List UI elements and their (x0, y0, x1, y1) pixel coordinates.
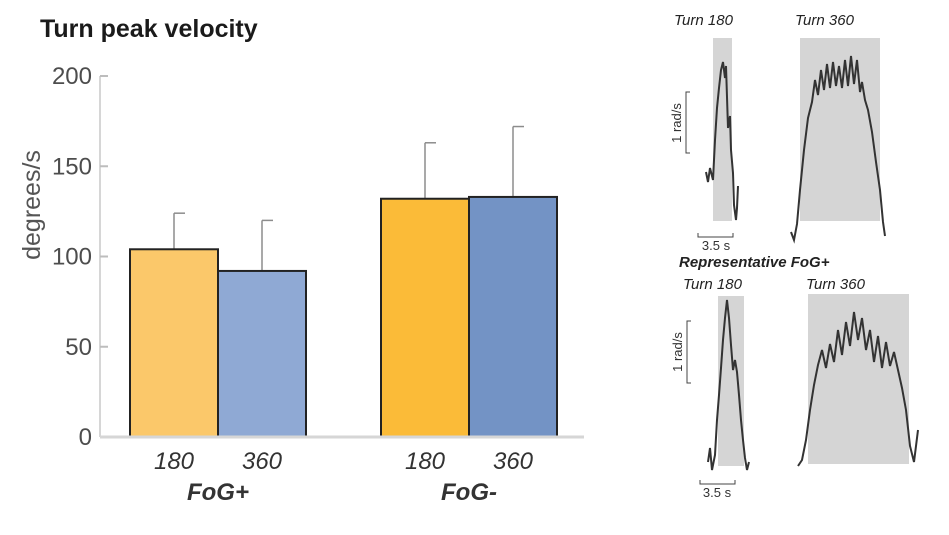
x-category-label: 180 (405, 448, 446, 475)
trace-panels: Turn 180 Turn 360 1 rad/s 3.5 s Represen… (669, 12, 919, 500)
x-category-label: 360 (242, 448, 283, 475)
scale-bar-y-bottom (686, 320, 691, 384)
scale-bar-x-bottom (699, 480, 736, 485)
section-label: Representative FoG+ (679, 254, 830, 271)
bar-FoG--180 (380, 197, 470, 438)
x-category-label: 180 (154, 448, 195, 475)
scale-label-x-top: 3.5 s (702, 238, 731, 253)
y-axis: 0 50 100 150 200 (52, 63, 108, 451)
x-category-label: 360 (493, 448, 534, 475)
y-tick-label: 100 (52, 244, 92, 271)
bars (129, 125, 558, 438)
scale-bar-x-top (697, 233, 734, 238)
panel-title-top-180: Turn 180 (674, 12, 734, 29)
bar-FoG+-360 (217, 269, 307, 438)
trace-bottom-180 (707, 299, 750, 471)
panel-title-bottom-180: Turn 180 (683, 276, 743, 293)
bar-FoG+-180 (129, 248, 219, 438)
x-group-label: FoG- (441, 479, 497, 506)
y-tick-label: 200 (52, 63, 92, 90)
trace-top-360 (790, 55, 886, 244)
turn-window-bottom-180 (718, 296, 744, 466)
x-axis-labels: 180 360 FoG+ 180 360 FoG- (154, 448, 534, 506)
scale-label-y-top: 1 rad/s (669, 103, 684, 143)
turn-window-top-360 (800, 38, 880, 221)
turn-window-bottom-360 (808, 294, 909, 464)
bar-chart: Turn peak velocity degrees/s 0 50 100 150 20… (18, 15, 584, 506)
y-tick-label: 0 (79, 424, 92, 451)
chart-title: Turn peak velocity (40, 15, 258, 43)
y-tick-label: 50 (65, 334, 92, 361)
scale-label-y-bottom: 1 rad/s (670, 332, 685, 372)
trace-top-180 (705, 61, 739, 221)
scale-bar-y-top (685, 91, 690, 154)
bar-FoG--360 (468, 195, 558, 438)
panel-title-top-360: Turn 360 (795, 12, 855, 29)
y-axis-label: degrees/s (18, 150, 46, 260)
x-group-label: FoG+ (187, 479, 249, 506)
y-tick-label: 150 (52, 153, 92, 180)
trace-bottom-360 (797, 311, 919, 467)
panel-title-bottom-360: Turn 360 (806, 276, 866, 293)
scale-label-x-bottom: 3.5 s (703, 485, 732, 500)
